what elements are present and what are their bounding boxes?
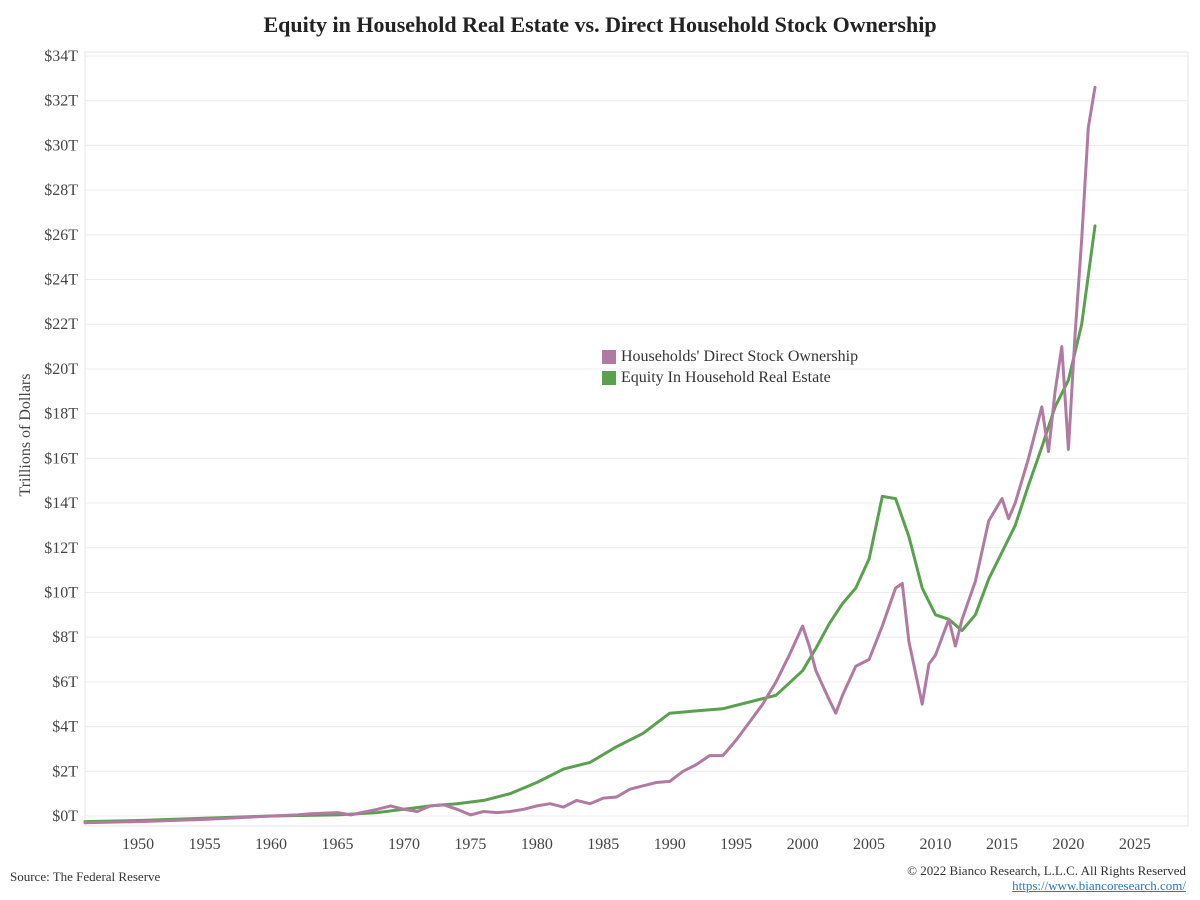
y-tick-label: $34T xyxy=(44,48,78,65)
y-axis: $0T $2T $4T $6T $8T $10T $12T $14T $16T $18T $20T $… xyxy=(44,48,78,825)
y-tick-label: $30T xyxy=(44,137,78,154)
y-tick-label: $4T xyxy=(52,719,78,736)
x-tick-label: 1950 xyxy=(122,836,154,853)
x-tick-label: 1970 xyxy=(388,836,420,853)
x-tick-label: 2010 xyxy=(920,836,952,853)
y-tick-label: $0T xyxy=(52,808,78,825)
y-tick-label: $22T xyxy=(44,316,78,333)
x-tick-label: 1975 xyxy=(454,836,486,853)
x-tick-label: 2025 xyxy=(1119,836,1151,853)
x-tick-label: 1990 xyxy=(654,836,686,853)
x-tick-label: 1955 xyxy=(189,836,221,853)
legend-swatch-real-estate xyxy=(602,370,616,385)
series-line-stock-ownership[interactable] xyxy=(83,85,1097,825)
y-tick-label: $32T xyxy=(44,93,78,110)
series-line-real-estate-equity[interactable] xyxy=(83,224,1097,824)
y-tick-label: $8T xyxy=(52,629,78,646)
legend-label-stocks: Households' Direct Stock Ownership xyxy=(621,347,859,365)
x-tick-label: 1995 xyxy=(720,836,752,853)
y-tick-label: $18T xyxy=(44,406,78,423)
y-axis-label: Trillions of Dollars xyxy=(17,373,34,497)
x-tick-label: 2020 xyxy=(1052,836,1084,853)
plot-area-border xyxy=(84,51,1189,827)
y-tick-label: $14T xyxy=(44,495,78,512)
copyright-block: © 2022 Bianco Research, L.L.C. All Right… xyxy=(907,863,1186,893)
y-tick-label: $26T xyxy=(44,227,78,244)
gridlines xyxy=(84,51,1189,827)
x-tick-label: 2000 xyxy=(787,836,819,853)
legend-label-real-estate: Equity In Household Real Estate xyxy=(621,368,831,386)
y-tick-label: $6T xyxy=(52,674,78,691)
website-link[interactable]: https://www.biancoresearch.com/ xyxy=(1012,878,1186,893)
y-tick-label: $16T xyxy=(44,450,78,467)
y-tick-label: $10T xyxy=(44,584,78,601)
x-tick-label: 1965 xyxy=(321,836,353,853)
legend: Households' Direct Stock Ownership Equit… xyxy=(602,346,858,388)
x-axis: 1950 1955 1960 1965 1970 1975 1980 1985 1990 1995… xyxy=(122,836,1151,853)
legend-item-real-estate[interactable]: Equity In Household Real Estate xyxy=(602,367,858,388)
x-tick-label: 2015 xyxy=(986,836,1018,853)
y-tick-label: $2T xyxy=(52,763,78,780)
y-tick-label: $28T xyxy=(44,182,78,199)
x-tick-label: 2005 xyxy=(853,836,885,853)
legend-item-stocks[interactable]: Households' Direct Stock Ownership xyxy=(602,346,858,367)
copyright-text: © 2022 Bianco Research, L.L.C. All Right… xyxy=(907,863,1186,878)
legend-swatch-stocks xyxy=(602,349,616,364)
source-note: Source: The Federal Reserve xyxy=(10,869,161,884)
series-lines xyxy=(83,85,1097,825)
chart-title: Equity in Household Real Estate vs. Dire… xyxy=(263,12,937,37)
y-tick-label: $12T xyxy=(44,540,78,557)
x-tick-label: 1980 xyxy=(521,836,553,853)
y-tick-label: $20T xyxy=(44,361,78,378)
x-tick-label: 1960 xyxy=(255,836,287,853)
y-tick-label: $24T xyxy=(44,272,78,289)
x-tick-label: 1985 xyxy=(587,836,619,853)
